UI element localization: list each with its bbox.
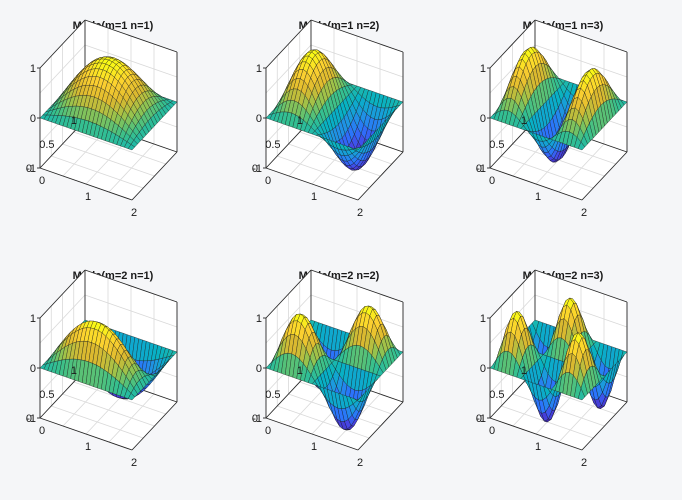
x-tick-label: 1	[311, 441, 317, 453]
y-tick-label: 0	[26, 163, 32, 175]
z-tick-label: -1	[26, 163, 36, 175]
y-tick-label: 0.5	[39, 139, 54, 151]
mode-surface	[489, 297, 628, 423]
surface-patch	[128, 393, 135, 401]
x-tick-label: 1	[311, 191, 317, 203]
y-tick-label: 1	[71, 115, 77, 127]
y-tick-label: 1	[297, 365, 303, 377]
x-tick-label: 0	[39, 175, 45, 187]
surface-patch	[354, 146, 361, 151]
z-tick-label: -1	[252, 413, 262, 425]
x-tick-label: 2	[581, 207, 587, 219]
surface-patch	[128, 144, 135, 151]
x-tick-label: 2	[357, 457, 363, 469]
surface-patch	[354, 396, 361, 401]
x-tick-label: 2	[581, 457, 587, 469]
x-tick-label: 0	[39, 425, 45, 437]
x-tick-label: 2	[131, 457, 137, 469]
mode-surface	[39, 319, 178, 401]
z-tick-label: -1	[476, 163, 486, 175]
z-tick-label: 0	[480, 113, 486, 125]
x-tick-label: 0	[265, 175, 271, 187]
y-tick-label: 0	[252, 163, 258, 175]
z-tick-label: 1	[480, 313, 486, 325]
x-tick-label: 1	[535, 441, 541, 453]
x-tick-label: 0	[265, 425, 271, 437]
y-tick-label: 0	[252, 413, 258, 425]
x-tick-label: 2	[357, 207, 363, 219]
y-tick-label: 1	[297, 115, 303, 127]
y-tick-label: 1	[521, 115, 527, 127]
y-tick-label: 0.5	[39, 389, 54, 401]
z-tick-label: -1	[476, 413, 486, 425]
z-tick-label: 1	[480, 63, 486, 75]
y-tick-label: 0	[476, 163, 482, 175]
mode-surface	[265, 49, 404, 171]
z-tick-label: 1	[256, 63, 262, 75]
mode-surface	[265, 305, 404, 431]
z-tick-label: 1	[30, 63, 36, 75]
z-tick-label: 0	[480, 363, 486, 375]
x-tick-label: 0	[489, 175, 495, 187]
y-tick-label: 0	[476, 413, 482, 425]
z-tick-label: 0	[256, 363, 262, 375]
surface-patch	[578, 141, 585, 151]
z-tick-label: 0	[30, 113, 36, 125]
y-tick-label: 1	[71, 365, 77, 377]
y-tick-label: 0.5	[265, 389, 280, 401]
mode-surface	[489, 46, 628, 163]
x-tick-label: 1	[535, 191, 541, 203]
y-tick-label: 0.5	[489, 139, 504, 151]
x-tick-label: 0	[489, 425, 495, 437]
y-tick-label: 0.5	[489, 389, 504, 401]
y-tick-label: 0.5	[265, 139, 280, 151]
mode-surface	[39, 56, 178, 151]
y-tick-label: 1	[521, 365, 527, 377]
z-tick-label: 0	[30, 363, 36, 375]
z-tick-label: -1	[26, 413, 36, 425]
z-tick-label: 1	[256, 313, 262, 325]
x-tick-label: 1	[85, 191, 91, 203]
x-tick-label: 2	[131, 207, 137, 219]
z-tick-label: 0	[256, 113, 262, 125]
surface-patch	[578, 388, 585, 401]
z-tick-label: 1	[30, 313, 36, 325]
z-tick-label: -1	[252, 163, 262, 175]
x-tick-label: 1	[85, 441, 91, 453]
y-tick-label: 0	[26, 413, 32, 425]
